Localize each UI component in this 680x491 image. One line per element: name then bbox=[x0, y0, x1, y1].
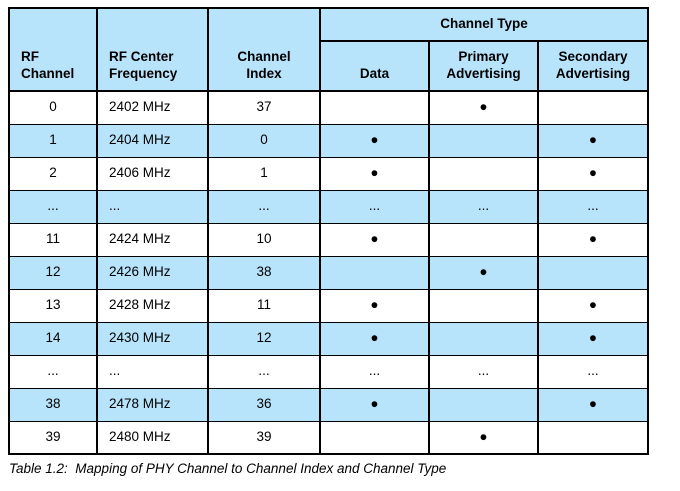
cell-primary-advertising bbox=[428, 321, 539, 356]
cell-rf-center-frequency: 2478 MHz bbox=[96, 387, 209, 422]
table-row: 12 2426 MHz 38 ● bbox=[8, 255, 649, 290]
header-secondary-advertising: Secondary Advertising bbox=[537, 40, 649, 92]
table-row: 1 2404 MHz 0 ● ● bbox=[8, 123, 649, 158]
header-rf-center-frequency: RF Center Frequency bbox=[96, 7, 209, 92]
cell-channel-index: 36 bbox=[207, 387, 321, 422]
cell-rf-channel: 13 bbox=[8, 288, 98, 323]
table-row: 39 2480 MHz 39 ● bbox=[8, 420, 649, 455]
phy-channel-mapping-table: RF Channel RF Center Frequency Channel I… bbox=[8, 7, 649, 455]
cell-data bbox=[319, 90, 430, 125]
cell-channel-index: 0 bbox=[207, 123, 321, 158]
cell-data: ... bbox=[319, 189, 430, 224]
cell-secondary-advertising: ● bbox=[537, 123, 649, 158]
cell-data: ● bbox=[319, 321, 430, 356]
cell-rf-channel: 39 bbox=[8, 420, 98, 455]
cell-secondary-advertising: ● bbox=[537, 288, 649, 323]
table-row: 13 2428 MHz 11 ● ● bbox=[8, 288, 649, 323]
header-rf-channel: RF Channel bbox=[8, 7, 98, 92]
cell-secondary-advertising bbox=[537, 420, 649, 455]
header-primary-advertising: Primary Advertising bbox=[428, 40, 539, 92]
table-row: 11 2424 MHz 10 ● ● bbox=[8, 222, 649, 257]
header-channel-index: Channel Index bbox=[207, 7, 321, 92]
cell-data bbox=[319, 255, 430, 290]
table-row-ellipsis: ... ... ... ... ... ... bbox=[8, 354, 649, 389]
cell-rf-center-frequency: 2430 MHz bbox=[96, 321, 209, 356]
cell-primary-advertising bbox=[428, 156, 539, 191]
cell-data: ... bbox=[319, 354, 430, 389]
cell-channel-index: 37 bbox=[207, 90, 321, 125]
cell-primary-advertising: ... bbox=[428, 189, 539, 224]
cell-channel-index: 11 bbox=[207, 288, 321, 323]
cell-data bbox=[319, 420, 430, 455]
cell-secondary-advertising bbox=[537, 255, 649, 290]
cell-channel-index: 39 bbox=[207, 420, 321, 455]
cell-channel-index: 12 bbox=[207, 321, 321, 356]
cell-rf-channel: ... bbox=[8, 354, 98, 389]
cell-primary-advertising: ● bbox=[428, 255, 539, 290]
cell-primary-advertising bbox=[428, 387, 539, 422]
cell-primary-advertising bbox=[428, 123, 539, 158]
header-row-group: RF Channel RF Center Frequency Channel I… bbox=[8, 7, 649, 92]
cell-data: ● bbox=[319, 288, 430, 323]
cell-secondary-advertising: ● bbox=[537, 156, 649, 191]
table-header: RF Channel RF Center Frequency Channel I… bbox=[8, 7, 649, 92]
cell-data: ● bbox=[319, 156, 430, 191]
cell-rf-center-frequency: 2426 MHz bbox=[96, 255, 209, 290]
cell-rf-center-frequency: 2406 MHz bbox=[96, 156, 209, 191]
cell-rf-channel: ... bbox=[8, 189, 98, 224]
table-body: 0 2402 MHz 37 ● 1 2404 MHz 0 ● ● 2 2406 … bbox=[8, 90, 649, 455]
cell-rf-center-frequency: 2424 MHz bbox=[96, 222, 209, 257]
cell-rf-center-frequency: ... bbox=[96, 189, 209, 224]
cell-secondary-advertising: ● bbox=[537, 387, 649, 422]
table-row: 2 2406 MHz 1 ● ● bbox=[8, 156, 649, 191]
cell-primary-advertising: ● bbox=[428, 90, 539, 125]
table-row-ellipsis: ... ... ... ... ... ... bbox=[8, 189, 649, 224]
cell-channel-index: 38 bbox=[207, 255, 321, 290]
table-row: 0 2402 MHz 37 ● bbox=[8, 90, 649, 125]
header-channel-type-group: Channel Type bbox=[319, 7, 649, 42]
cell-channel-index: ... bbox=[207, 354, 321, 389]
cell-rf-center-frequency: 2428 MHz bbox=[96, 288, 209, 323]
cell-rf-channel: 14 bbox=[8, 321, 98, 356]
table-row: 14 2430 MHz 12 ● ● bbox=[8, 321, 649, 356]
cell-rf-center-frequency: 2404 MHz bbox=[96, 123, 209, 158]
cell-rf-channel: 2 bbox=[8, 156, 98, 191]
table-row: 38 2478 MHz 36 ● ● bbox=[8, 387, 649, 422]
cell-channel-index: 10 bbox=[207, 222, 321, 257]
cell-primary-advertising bbox=[428, 222, 539, 257]
cell-secondary-advertising bbox=[537, 90, 649, 125]
cell-data: ● bbox=[319, 387, 430, 422]
cell-secondary-advertising: ● bbox=[537, 321, 649, 356]
cell-rf-channel: 12 bbox=[8, 255, 98, 290]
table-caption: Table 1.2: Mapping of PHY Channel to Cha… bbox=[9, 461, 447, 476]
cell-secondary-advertising: ... bbox=[537, 354, 649, 389]
cell-rf-channel: 0 bbox=[8, 90, 98, 125]
cell-primary-advertising bbox=[428, 288, 539, 323]
cell-channel-index: 1 bbox=[207, 156, 321, 191]
cell-rf-channel: 11 bbox=[8, 222, 98, 257]
cell-rf-center-frequency: 2480 MHz bbox=[96, 420, 209, 455]
cell-data: ● bbox=[319, 123, 430, 158]
cell-primary-advertising: ... bbox=[428, 354, 539, 389]
cell-rf-center-frequency: ... bbox=[96, 354, 209, 389]
cell-secondary-advertising: ● bbox=[537, 222, 649, 257]
cell-rf-channel: 38 bbox=[8, 387, 98, 422]
cell-primary-advertising: ● bbox=[428, 420, 539, 455]
cell-rf-channel: 1 bbox=[8, 123, 98, 158]
header-data: Data bbox=[319, 40, 430, 92]
cell-rf-center-frequency: 2402 MHz bbox=[96, 90, 209, 125]
cell-channel-index: ... bbox=[207, 189, 321, 224]
cell-data: ● bbox=[319, 222, 430, 257]
header-row-sub: Data Primary Advertising Secondary Adver… bbox=[9, 40, 649, 92]
cell-secondary-advertising: ... bbox=[537, 189, 649, 224]
